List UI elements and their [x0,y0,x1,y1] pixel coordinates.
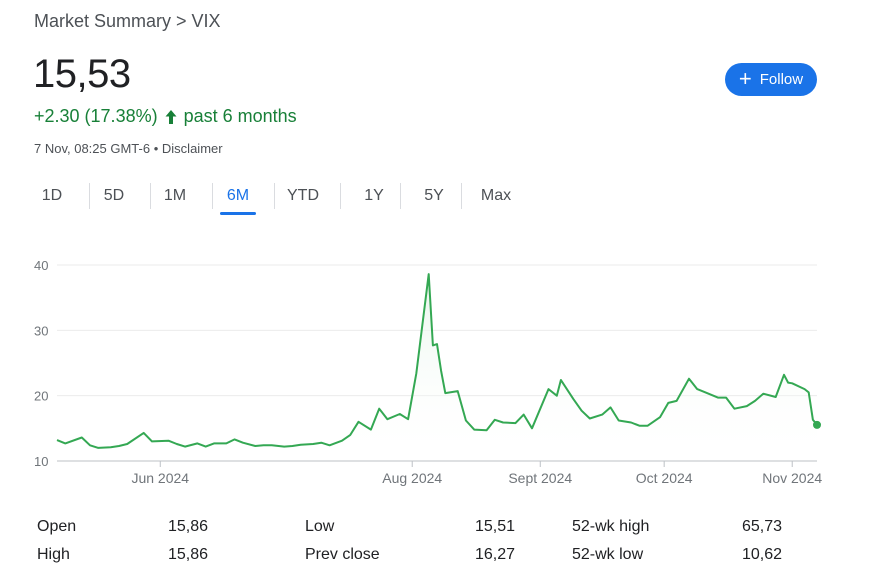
price-area-fill [57,274,817,461]
tab-divider [89,183,90,209]
y-tick-label: 10 [34,454,48,469]
y-tick-label: 20 [34,389,48,404]
timestamp: 7 Nov, 08:25 GMT-6 [34,141,151,156]
tab-divider [461,183,462,209]
tab-1m[interactable]: 1M [163,187,187,204]
follow-label: Follow [759,71,804,88]
tab-divider [274,183,275,209]
quote-meta: 7 Nov, 08:25 GMT-6 • Disclaimer [34,141,223,156]
price-change: +2.30 (17.38%) past 6 months [34,106,297,127]
tab-divider [340,183,341,209]
current-price: 15,53 [33,52,131,96]
stat-52wk-high-label: 52-wk high [572,518,650,535]
price-line [56,273,818,449]
disclaimer-link[interactable]: Disclaimer [161,141,223,156]
follow-button[interactable]: + Follow [725,63,817,96]
x-tick-label: Aug 2024 [382,470,442,486]
stat-52wk-high-value: 65,73 [742,518,783,535]
tab-6m[interactable]: 6M [216,178,260,215]
tab-divider [150,183,151,209]
stat-low-value: 15,51 [475,518,516,535]
y-tick-label: 40 [34,258,48,273]
stat-52wk-low-label: 52-wk low [572,546,644,563]
tab-max[interactable]: Max [480,187,512,204]
arrow-up-icon [165,109,177,124]
tab-divider [212,183,213,209]
x-tick-label: Nov 2024 [762,470,822,486]
y-tick-label: 30 [34,323,48,338]
change-amount: +2.30 (17.38%) [34,106,158,126]
tab-5d[interactable]: 5D [103,187,125,204]
x-tick-label: Jun 2024 [131,470,189,486]
stat-52wk-low-value: 10,62 [742,546,783,563]
stat-prev-close-label: Prev close [305,546,380,563]
tab-1d[interactable]: 1D [41,187,63,204]
x-tick-label: Sept 2024 [508,470,572,486]
stat-open-label: Open [37,518,77,535]
price-chart[interactable]: 10 20 30 40 Jun 2024 Aug 2024 Sept 2024 Oct 20… [0,240,876,495]
breadcrumb: Market Summary > VIX [34,11,221,31]
stat-open-value: 15,86 [168,518,209,535]
change-period: past 6 months [183,106,297,126]
stat-high-value: 15,86 [168,546,209,563]
stat-prev-close-value: 16,27 [475,546,516,563]
last-price-point [813,420,821,429]
tab-ytd[interactable]: YTD [287,187,319,204]
tab-divider [400,183,401,209]
x-tick-label: Oct 2024 [636,470,693,486]
stat-low-label: Low [305,518,335,535]
meta-separator: • [153,141,159,156]
plus-icon: + [738,65,752,91]
stat-high-label: High [37,546,70,563]
tab-1y[interactable]: 1Y [364,187,384,204]
tab-5y[interactable]: 5Y [424,187,444,204]
